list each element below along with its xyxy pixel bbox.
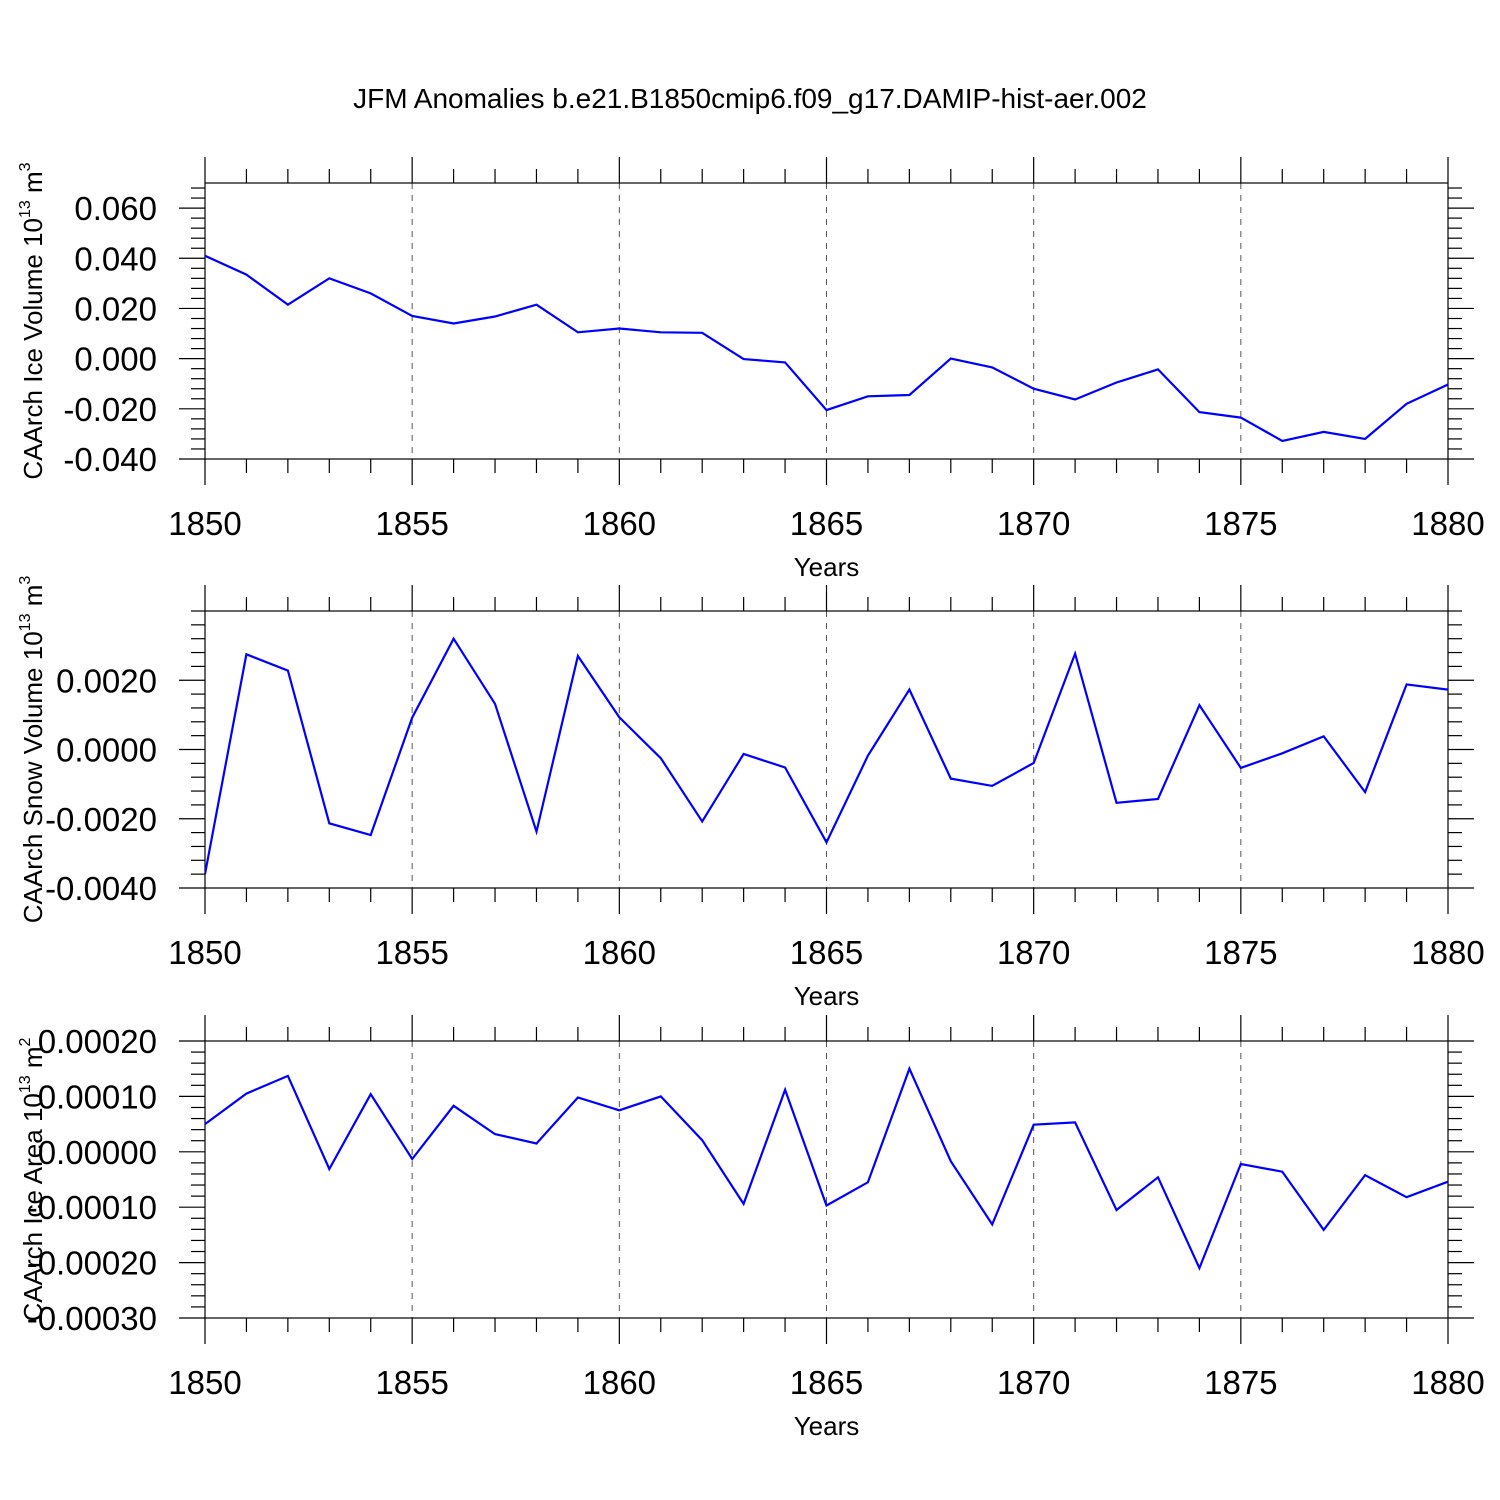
x-axis-title: Years <box>794 552 860 582</box>
x-tick-label: 1880 <box>1411 1364 1484 1401</box>
x-tick-label: 1870 <box>997 1364 1070 1401</box>
series-line <box>205 636 1448 875</box>
y-tick-label: -0.0040 <box>45 870 157 907</box>
y-tick-label: 0.00020 <box>38 1023 157 1060</box>
y-tick-label: -0.00010 <box>27 1189 157 1226</box>
x-tick-label: 1850 <box>168 1364 241 1401</box>
series-line <box>205 1065 1448 1271</box>
x-tick-label: 1880 <box>1411 934 1484 971</box>
x-tick-label: 1875 <box>1204 505 1277 542</box>
x-tick-label: 1855 <box>375 505 448 542</box>
y-tick-label: -0.00020 <box>27 1245 157 1282</box>
x-axis-title: Years <box>794 1411 860 1441</box>
y-tick-label: -0.040 <box>63 441 157 478</box>
y-tick-label: 0.0000 <box>56 732 157 769</box>
y-tick-label: 0.000 <box>74 341 157 378</box>
figure-title: JFM Anomalies b.e21.B1850cmip6.f09_g17.D… <box>353 83 1147 114</box>
y-tick-label: -0.020 <box>63 391 157 428</box>
x-tick-label: 1855 <box>375 934 448 971</box>
series-line <box>205 254 1448 443</box>
x-tick-label: 1860 <box>583 505 656 542</box>
x-tick-label: 1870 <box>997 934 1070 971</box>
x-tick-label: 1875 <box>1204 1364 1277 1401</box>
panel-3: 1850 1855 1860 1865 1870 1875 1880 -0.00030 -0.0… <box>17 1015 1485 1441</box>
x-tick-label: 1860 <box>583 1364 656 1401</box>
y-tick-label: 0.020 <box>74 290 157 327</box>
y-axis-title: CAArch Snow Volume 1013 m3 <box>17 576 48 924</box>
y-tick-label: 0.040 <box>74 240 157 277</box>
x-tick-label: 1865 <box>790 1364 863 1401</box>
x-axis-title: Years <box>794 981 860 1011</box>
x-tick-label: 1865 <box>790 934 863 971</box>
panel-1: 1850 1855 1860 1865 1870 1875 1880 -0.040 -0.020… <box>17 157 1485 582</box>
y-axis-title: CAArch Ice Volume 1013 m3 <box>17 162 48 479</box>
y-tick-label: -0.0020 <box>45 801 157 838</box>
x-tick-label: 1850 <box>168 934 241 971</box>
x-tick-label: 1880 <box>1411 505 1484 542</box>
panel-2: 1850 1855 1860 1865 1870 1875 1880 -0.0040 -0.00… <box>17 576 1485 1011</box>
x-tick-label: 1855 <box>375 1364 448 1401</box>
y-axis-title: CAArch Ice Area 1013 m2 <box>17 1037 48 1321</box>
x-tick-label: 1875 <box>1204 934 1277 971</box>
x-tick-label: 1865 <box>790 505 863 542</box>
y-tick-label: -0.00030 <box>27 1300 157 1337</box>
x-tick-label: 1860 <box>583 934 656 971</box>
x-tick-label: 1870 <box>997 505 1070 542</box>
panels: 1850 1855 1860 1865 1870 1875 1880 -0.040 -0.020… <box>17 157 1485 1441</box>
y-tick-label: 0.060 <box>74 190 157 227</box>
x-tick-label: 1850 <box>168 505 241 542</box>
y-tick-label: 0.00000 <box>38 1134 157 1171</box>
y-tick-label: 0.00010 <box>38 1078 157 1115</box>
y-tick-label: 0.0020 <box>56 662 157 699</box>
